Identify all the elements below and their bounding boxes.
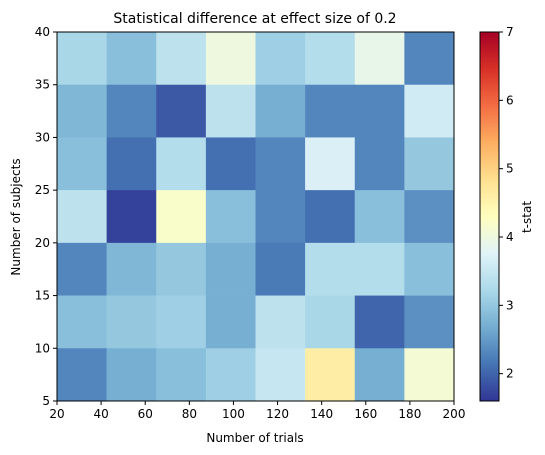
- x-tick-label: 100: [222, 407, 245, 421]
- y-axis: 5 10 15 20 25 30 35 40: [35, 25, 57, 408]
- x-axis-label: Number of trials: [206, 431, 303, 445]
- colorbar-tick-label: 2: [506, 367, 514, 381]
- colorbar-tick-label: 4: [506, 230, 514, 244]
- colorbar: [479, 31, 500, 402]
- heatmap-cells: [57, 32, 455, 402]
- heatmap-cell: [305, 242, 356, 296]
- x-tick-label: 60: [138, 407, 153, 421]
- heatmap-cell: [305, 348, 356, 402]
- heatmap-cell: [404, 348, 455, 402]
- chart-title: Statistical difference at effect size of…: [113, 11, 396, 27]
- colorbar-label: t-stat: [520, 201, 534, 233]
- heatmap-cell: [255, 190, 306, 244]
- heatmap-cell: [354, 137, 405, 191]
- x-tick-label: 200: [443, 407, 466, 421]
- x-tick-label: 120: [266, 407, 289, 421]
- y-tick-label: 5: [42, 394, 50, 408]
- heatmap-cell: [57, 348, 107, 402]
- heatmap-cell: [106, 242, 157, 296]
- heatmap-cell: [255, 84, 306, 138]
- y-axis-label: Number of subjects: [9, 158, 23, 275]
- heatmap-cell: [57, 84, 107, 138]
- heatmap-cell: [106, 32, 157, 86]
- colorbar-tick-label: 6: [506, 93, 514, 107]
- heatmap-cell: [156, 295, 207, 349]
- x-tick-label: 140: [310, 407, 333, 421]
- y-tick-label: 30: [35, 130, 50, 144]
- heatmap-cell: [205, 242, 256, 296]
- heatmap-cell: [106, 190, 157, 244]
- heatmap-cell: [305, 137, 356, 191]
- heatmap-cell: [156, 137, 207, 191]
- heatmap-cell: [404, 295, 455, 349]
- heatmap-cell: [404, 190, 455, 244]
- heatmap-cell: [305, 295, 356, 349]
- colorbar-tick-label: 7: [506, 25, 514, 39]
- colorbar-ticks: 2 3 4 5 6 7: [499, 25, 514, 381]
- y-tick-label: 20: [35, 236, 50, 250]
- heatmap-cell: [205, 84, 256, 138]
- heatmap-cell: [156, 242, 207, 296]
- heatmap-cell: [354, 32, 405, 86]
- heatmap-cell: [57, 32, 107, 86]
- heatmap-cell: [354, 84, 405, 138]
- x-tick-label: 180: [398, 407, 421, 421]
- heatmap-cell: [255, 137, 306, 191]
- heatmap-cell: [255, 242, 306, 296]
- heatmap-cell: [305, 84, 356, 138]
- y-tick-label: 25: [35, 183, 50, 197]
- heatmap-cell: [156, 348, 207, 402]
- heatmap-cell: [255, 32, 306, 86]
- colorbar-tick-label: 3: [506, 298, 514, 312]
- heatmap-cell: [354, 348, 405, 402]
- heatmap-cell: [404, 84, 455, 138]
- heatmap-cell: [156, 32, 207, 86]
- heatmap-cell: [106, 137, 157, 191]
- heatmap-cell: [255, 348, 306, 402]
- y-tick-label: 15: [35, 289, 50, 303]
- heatmap-cell: [205, 348, 256, 402]
- heatmap-cell: [205, 190, 256, 244]
- y-tick-label: 35: [35, 78, 50, 92]
- heatmap-cell: [305, 190, 356, 244]
- heatmap-cell: [57, 295, 107, 349]
- y-tick-label: 40: [35, 25, 50, 39]
- heatmap-cell: [57, 242, 107, 296]
- heatmap-cell: [404, 137, 455, 191]
- heatmap-cell: [156, 84, 207, 138]
- heatmap-cell: [354, 295, 405, 349]
- plot-area-frame: [56, 31, 455, 402]
- heatmap-cell: [354, 190, 405, 244]
- heatmap-cell: [205, 295, 256, 349]
- x-axis: 20 40 60 80 100 120 140 160 180 200: [49, 401, 465, 421]
- x-tick-label: 80: [182, 407, 197, 421]
- heatmap-cell: [57, 137, 107, 191]
- heatmap-cell: [305, 32, 356, 86]
- x-tick-label: 40: [93, 407, 108, 421]
- heatmap-cell: [404, 242, 455, 296]
- heatmap-cell: [205, 32, 256, 86]
- heatmap-cell: [205, 137, 256, 191]
- heatmap-cell: [255, 295, 306, 349]
- heatmap-cell: [106, 84, 157, 138]
- heatmap-cell: [106, 295, 157, 349]
- colorbar-tick-label: 5: [506, 162, 514, 176]
- heatmap-cell: [156, 190, 207, 244]
- y-tick-label: 10: [35, 341, 50, 355]
- x-tick-label: 20: [49, 407, 64, 421]
- heatmap-cell: [106, 348, 157, 402]
- heatmap-cell: [354, 242, 405, 296]
- x-tick-label: 160: [354, 407, 377, 421]
- heatmap-cell: [57, 190, 107, 244]
- heatmap-cell: [404, 32, 455, 86]
